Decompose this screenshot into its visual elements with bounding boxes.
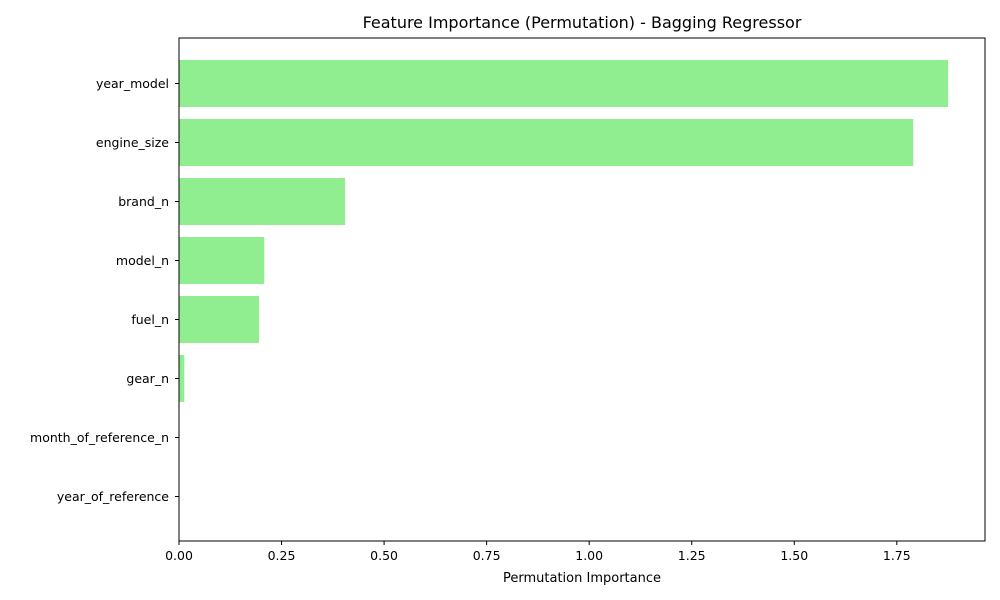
bars-group (179, 60, 949, 402)
bar-fuel-n (179, 296, 259, 343)
x-tick-label: 0.00 (165, 548, 193, 563)
x-axis-ticks: 0.00 0.25 0.50 0.75 1.00 1.25 1.50 1.75 (165, 541, 911, 563)
y-tick-label: engine_size (96, 135, 169, 150)
x-tick-label: 0.25 (268, 548, 296, 563)
y-tick-label: fuel_n (131, 312, 169, 327)
x-tick-label: 0.75 (473, 548, 501, 563)
y-tick-label: model_n (116, 253, 169, 268)
x-tick-label: 1.25 (678, 548, 706, 563)
y-tick-label: brand_n (118, 194, 169, 209)
x-tick-label: 0.50 (370, 548, 398, 563)
bar-brand-n (179, 178, 346, 225)
x-tick-label: 1.75 (883, 548, 911, 563)
bar-engine-size (179, 119, 914, 166)
bar-model-n (179, 237, 265, 284)
x-axis-label: Permutation Importance (503, 571, 661, 586)
chart-title: Feature Importance (Permutation) - Baggi… (363, 13, 802, 32)
x-tick-label: 1.50 (780, 548, 808, 563)
bar-year-model (179, 60, 949, 107)
y-axis-ticks: year_model engine_size brand_n model_n fuel_… (30, 76, 179, 504)
y-tick-label: month_of_reference_n (30, 430, 169, 445)
y-tick-label: gear_n (126, 371, 169, 386)
bar-gear-n (179, 355, 185, 402)
y-tick-label: year_of_reference (57, 489, 169, 504)
y-tick-label: year_model (96, 76, 169, 91)
plot-frame (178, 37, 986, 542)
x-tick-label: 1.00 (575, 548, 603, 563)
